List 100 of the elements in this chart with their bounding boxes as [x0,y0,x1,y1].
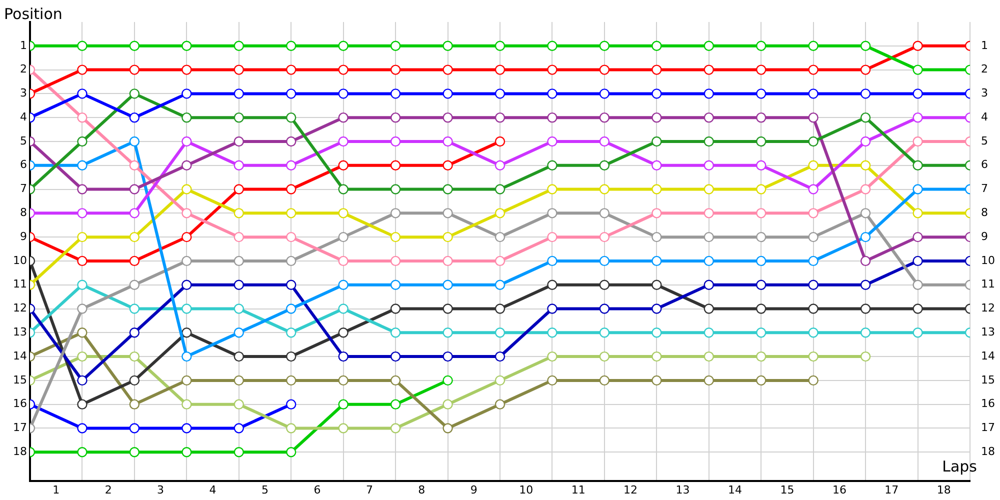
point [808,232,818,242]
point [912,304,923,314]
y2-tick-label: 15 [981,373,995,386]
point [652,112,662,123]
point [652,280,662,290]
point [704,328,714,338]
point [390,375,401,386]
point [129,280,140,290]
point [286,447,296,458]
point [652,160,662,170]
point [912,88,923,99]
y-tick-label: 7 [20,182,27,196]
point [77,208,88,218]
point [182,232,192,242]
point [390,399,401,410]
point [182,184,192,194]
point [129,88,140,99]
point [599,64,610,75]
point [599,136,610,147]
point [652,208,662,218]
point [756,208,766,218]
y-axis-title: Position [4,4,62,23]
y-tick-label: 8 [20,206,27,220]
point [599,40,610,51]
point [182,64,192,75]
point [338,280,348,290]
point [390,304,401,314]
point [390,256,401,266]
point [286,208,296,218]
point [390,280,401,290]
point [286,112,296,123]
y-tick-label: 18 [13,444,27,458]
point [599,208,610,218]
point [756,351,766,362]
point [338,256,348,266]
point [704,375,714,386]
point [808,112,818,123]
point [912,64,923,75]
x-tick-label: 14 [728,483,742,496]
point [756,160,766,170]
point [286,256,296,266]
point [494,88,506,99]
point [912,328,923,338]
point [234,208,244,218]
y-tick-label: 2 [20,62,27,76]
point [808,328,818,338]
point [599,280,610,290]
point [182,447,192,458]
x-tick-label: 15 [780,483,794,496]
point [234,256,244,266]
point [547,160,558,170]
y2-tick-label: 12 [981,302,995,315]
x-tick-label: 11 [571,483,586,496]
point [442,208,453,218]
point [756,232,766,242]
point [756,40,766,51]
point [234,160,244,170]
point [547,328,558,338]
point [860,328,871,338]
point [182,208,192,218]
point [599,375,610,386]
point [547,184,558,194]
point [756,375,766,386]
point [286,40,296,51]
point [860,88,871,99]
point [129,375,140,386]
y-tick-label: 9 [20,230,27,243]
point [547,232,558,242]
point [129,112,140,123]
x-tick-label: 9 [470,483,478,496]
point [912,136,923,147]
point [286,88,296,99]
y2-tick-label: 7 [981,182,988,196]
point [77,112,88,123]
point [234,351,244,362]
x-tick-label: 5 [262,483,268,496]
point [912,232,923,242]
point [860,256,871,266]
point [442,136,453,147]
point [652,304,662,314]
point [77,375,88,386]
point [338,399,348,410]
point [756,64,766,75]
point [494,328,506,338]
point [338,160,348,170]
point [912,184,923,194]
point [234,88,244,99]
y2-tick-label: 14 [981,349,995,362]
point [704,64,714,75]
point [77,280,88,290]
point [234,40,244,51]
point [286,304,296,314]
point [599,304,610,314]
point [129,160,140,170]
y2-tick-label: 17 [981,421,995,434]
point [390,136,401,147]
point [912,256,923,266]
point [338,208,348,218]
x-tick-label: 6 [314,483,321,496]
x-tick-label: 16 [832,483,846,496]
